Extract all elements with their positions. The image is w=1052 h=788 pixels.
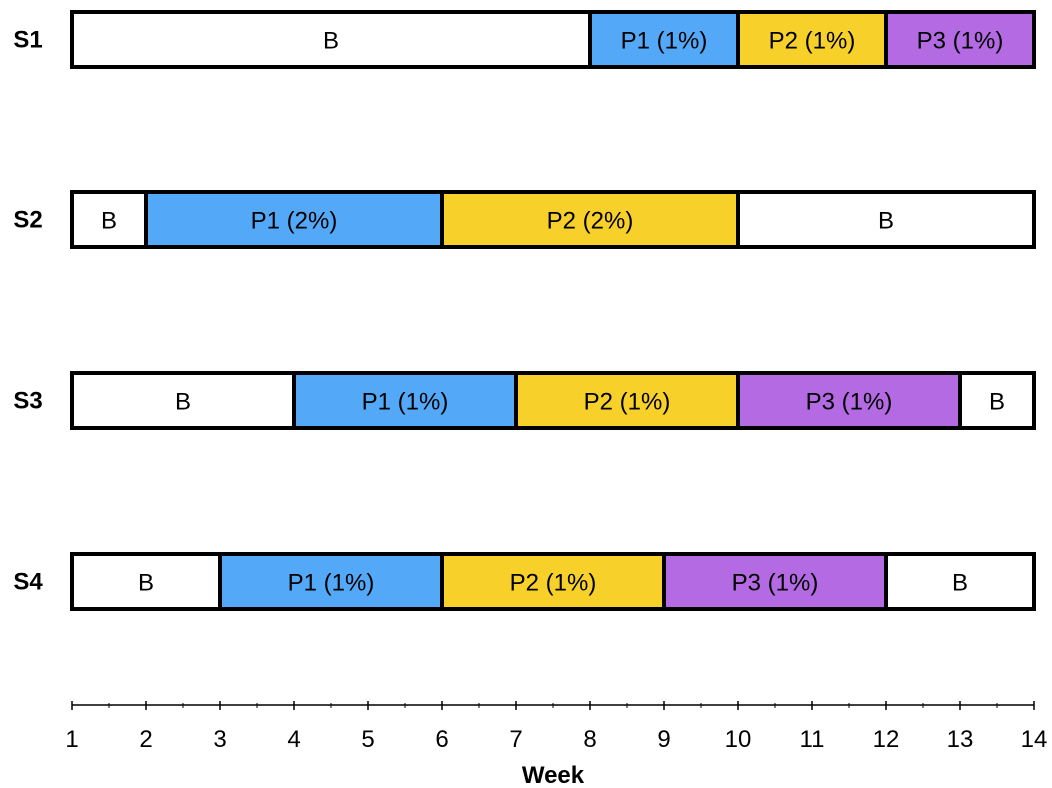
segment-p2 bbox=[440, 190, 740, 249]
x-tick-label: 9 bbox=[657, 726, 670, 753]
x-tick-label: 7 bbox=[509, 726, 522, 753]
x-tick-label: 14 bbox=[1021, 726, 1048, 753]
row-label: S2 bbox=[13, 207, 42, 234]
segment-b bbox=[70, 371, 296, 430]
segment-p2 bbox=[440, 552, 666, 611]
segment-b bbox=[958, 371, 1036, 430]
segment-label: B bbox=[138, 570, 154, 597]
segment-label: B bbox=[952, 570, 968, 597]
segment-label: P1 (1%) bbox=[621, 28, 708, 55]
x-tick-label: 10 bbox=[725, 726, 752, 753]
segment-p3 bbox=[884, 10, 1036, 69]
segment-label: P3 (1%) bbox=[917, 28, 1004, 55]
segment-p1 bbox=[588, 10, 740, 69]
rows-layer: S1 B P1 (1%) P2 (1%) P3 (1%) S2 B P1 (2%) P2 (2%… bbox=[13, 10, 1036, 611]
timeline-row-s2: S2 B P1 (2%) P2 (2%) B bbox=[13, 190, 1036, 249]
row-label: S3 bbox=[13, 388, 42, 415]
timeline-row-s1: S1 B P1 (1%) P2 (1%) P3 (1%) bbox=[13, 10, 1036, 69]
segment-b bbox=[70, 190, 148, 249]
row-label: S1 bbox=[13, 27, 42, 54]
segment-label: B bbox=[175, 389, 191, 416]
segment-b bbox=[70, 552, 222, 611]
x-tick-label: 2 bbox=[139, 726, 152, 753]
segment-p2 bbox=[736, 10, 888, 69]
segment-b bbox=[884, 552, 1036, 611]
x-tick-label: 4 bbox=[287, 726, 300, 753]
segment-p3 bbox=[736, 371, 962, 430]
x-tick-label: 1 bbox=[65, 726, 78, 753]
x-axis-title: Week bbox=[522, 762, 585, 788]
segment-label: P3 (1%) bbox=[806, 389, 893, 416]
segment-p3 bbox=[662, 552, 888, 611]
x-tick-label: 12 bbox=[873, 726, 900, 753]
timeline-row-s3: S3 B P1 (1%) P2 (1%) P3 (1%) B bbox=[13, 371, 1036, 430]
segment-b bbox=[70, 10, 592, 69]
segment-label: B bbox=[101, 208, 117, 235]
x-tick-label: 11 bbox=[800, 726, 825, 753]
segment-label: P2 (2%) bbox=[547, 208, 634, 235]
segment-label: B bbox=[989, 389, 1005, 416]
segment-label: B bbox=[323, 28, 339, 55]
segment-label: P2 (1%) bbox=[769, 28, 856, 55]
x-axis: Week 1 2 3 4 5 6 7 8 9 10 11 12 13 14 bbox=[65, 701, 1047, 788]
segment-label: P2 (1%) bbox=[584, 389, 671, 416]
x-tick-label: 3 bbox=[213, 726, 226, 753]
segment-b bbox=[736, 190, 1036, 249]
x-tick-label: 6 bbox=[435, 726, 448, 753]
x-tick-label: 5 bbox=[361, 726, 374, 753]
segment-label: P1 (2%) bbox=[251, 208, 338, 235]
segment-label: P1 (1%) bbox=[362, 389, 449, 416]
x-tick-label: 13 bbox=[947, 726, 974, 753]
segment-p1 bbox=[144, 190, 444, 249]
x-tick-label: 8 bbox=[583, 726, 596, 753]
segment-label: P3 (1%) bbox=[732, 570, 819, 597]
segment-p1 bbox=[292, 371, 518, 430]
timeline-row-s4: S4 B P1 (1%) P2 (1%) P3 (1%) B bbox=[13, 552, 1036, 611]
segment-label: B bbox=[878, 208, 894, 235]
segment-label: P1 (1%) bbox=[288, 570, 375, 597]
segment-label: P2 (1%) bbox=[510, 570, 597, 597]
row-label: S4 bbox=[13, 569, 43, 596]
